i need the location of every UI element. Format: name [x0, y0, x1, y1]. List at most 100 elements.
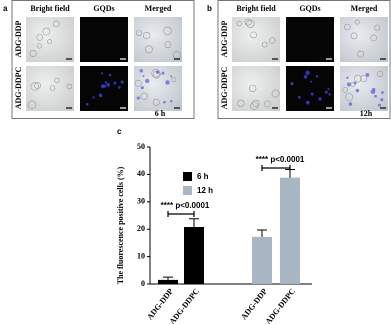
- column-header: GQDs: [93, 4, 114, 13]
- cell: [34, 82, 41, 89]
- fluorescence: [140, 86, 144, 90]
- cell: [374, 24, 381, 31]
- fluorescence: [161, 71, 165, 75]
- y-axis-label: The fluorescence positive cells (%): [116, 166, 125, 284]
- significance-bracket: [261, 165, 291, 171]
- panel-frame: [217, 0, 391, 119]
- bar: [184, 227, 204, 284]
- micrograph: [340, 66, 388, 111]
- column-header: Bright field: [30, 4, 70, 13]
- cell: [135, 29, 142, 36]
- column-header: GQDs: [299, 4, 320, 13]
- panel-label: a: [3, 4, 8, 13]
- fluorescence: [118, 86, 121, 89]
- error-bar: [257, 229, 267, 237]
- fluorescence: [346, 82, 352, 87]
- y-tick-label: 40: [137, 169, 145, 178]
- fluorescence: [346, 76, 349, 79]
- fluorescence: [372, 87, 376, 92]
- fluorescence: [377, 103, 381, 107]
- fluorescence: [139, 69, 143, 73]
- fluorescence: [355, 88, 360, 93]
- bar: [252, 236, 272, 284]
- significance-bracket: [167, 211, 195, 217]
- fluorescence: [113, 81, 117, 85]
- y-tick-label: 20: [137, 224, 145, 233]
- error-bar: [189, 218, 199, 228]
- cell: [36, 34, 44, 41]
- cell: [261, 41, 268, 48]
- cell: [244, 18, 252, 26]
- cell: [142, 31, 151, 40]
- cell: [144, 45, 153, 54]
- fluorescence: [353, 81, 357, 85]
- bar: [158, 279, 178, 284]
- row-label: ADG-DDPC: [14, 66, 23, 109]
- cell: [246, 19, 255, 28]
- cell: [264, 100, 271, 108]
- fluorescence: [310, 80, 313, 83]
- cell: [164, 41, 172, 49]
- fluorescence: [165, 80, 170, 85]
- fluorescence: [305, 70, 310, 76]
- fluorescence: [145, 78, 150, 83]
- fluorescence: [305, 100, 310, 105]
- micrograph: [286, 66, 334, 111]
- micrograph: [286, 17, 334, 62]
- cell: [248, 84, 257, 93]
- legend-swatch: [183, 172, 192, 181]
- row-label: ADG-DDP: [220, 20, 229, 57]
- fluorescence: [303, 74, 308, 79]
- cell: [357, 50, 365, 58]
- fluorescence: [318, 97, 322, 101]
- cell: [237, 99, 245, 107]
- column-header: Merged: [351, 4, 378, 13]
- cell: [171, 77, 177, 83]
- fluorescence: [381, 91, 384, 94]
- x-tick-label: ADG-DDP: [239, 287, 269, 322]
- cell: [42, 27, 51, 36]
- annotation: **** p<0.0001: [161, 201, 210, 210]
- fluorescence: [100, 72, 104, 75]
- panel-label: c: [117, 127, 122, 136]
- fluorescence: [85, 102, 89, 106]
- row-label: ADG-DDP: [14, 20, 23, 57]
- cell: [134, 79, 142, 87]
- legend-label: 6 h: [197, 172, 209, 181]
- cell: [151, 69, 160, 78]
- fluorescence: [315, 74, 319, 78]
- cell: [66, 83, 73, 90]
- y-tick-label: 0: [141, 279, 145, 288]
- cell: [53, 20, 60, 28]
- fluorescence: [142, 75, 145, 78]
- fluorescence: [327, 87, 330, 91]
- cell: [152, 98, 160, 106]
- y-tick-label: 50: [137, 142, 145, 151]
- fluorescence: [163, 100, 166, 104]
- cell: [250, 31, 257, 39]
- bar: [280, 177, 300, 284]
- fluorescence: [348, 102, 353, 106]
- fluorescence: [104, 81, 108, 84]
- cell: [345, 92, 354, 101]
- cell: [252, 99, 260, 108]
- y-tick-label: 10: [137, 251, 145, 260]
- cell: [49, 85, 56, 91]
- fluorescence: [170, 100, 173, 103]
- cell: [269, 37, 276, 44]
- cell: [344, 23, 351, 31]
- fluorescence: [156, 70, 159, 74]
- cell: [54, 77, 60, 84]
- cell: [140, 92, 148, 100]
- fluorescence: [106, 82, 111, 87]
- micrograph: [134, 17, 182, 62]
- cell: [163, 26, 172, 36]
- legend-label: 12 h: [197, 186, 213, 195]
- time-label: 12h: [360, 109, 373, 118]
- cell: [29, 50, 37, 57]
- fluorescence: [290, 82, 294, 86]
- error-bar: [163, 276, 173, 280]
- cell: [250, 101, 259, 110]
- cell: [376, 70, 384, 77]
- fluorescence: [108, 73, 112, 77]
